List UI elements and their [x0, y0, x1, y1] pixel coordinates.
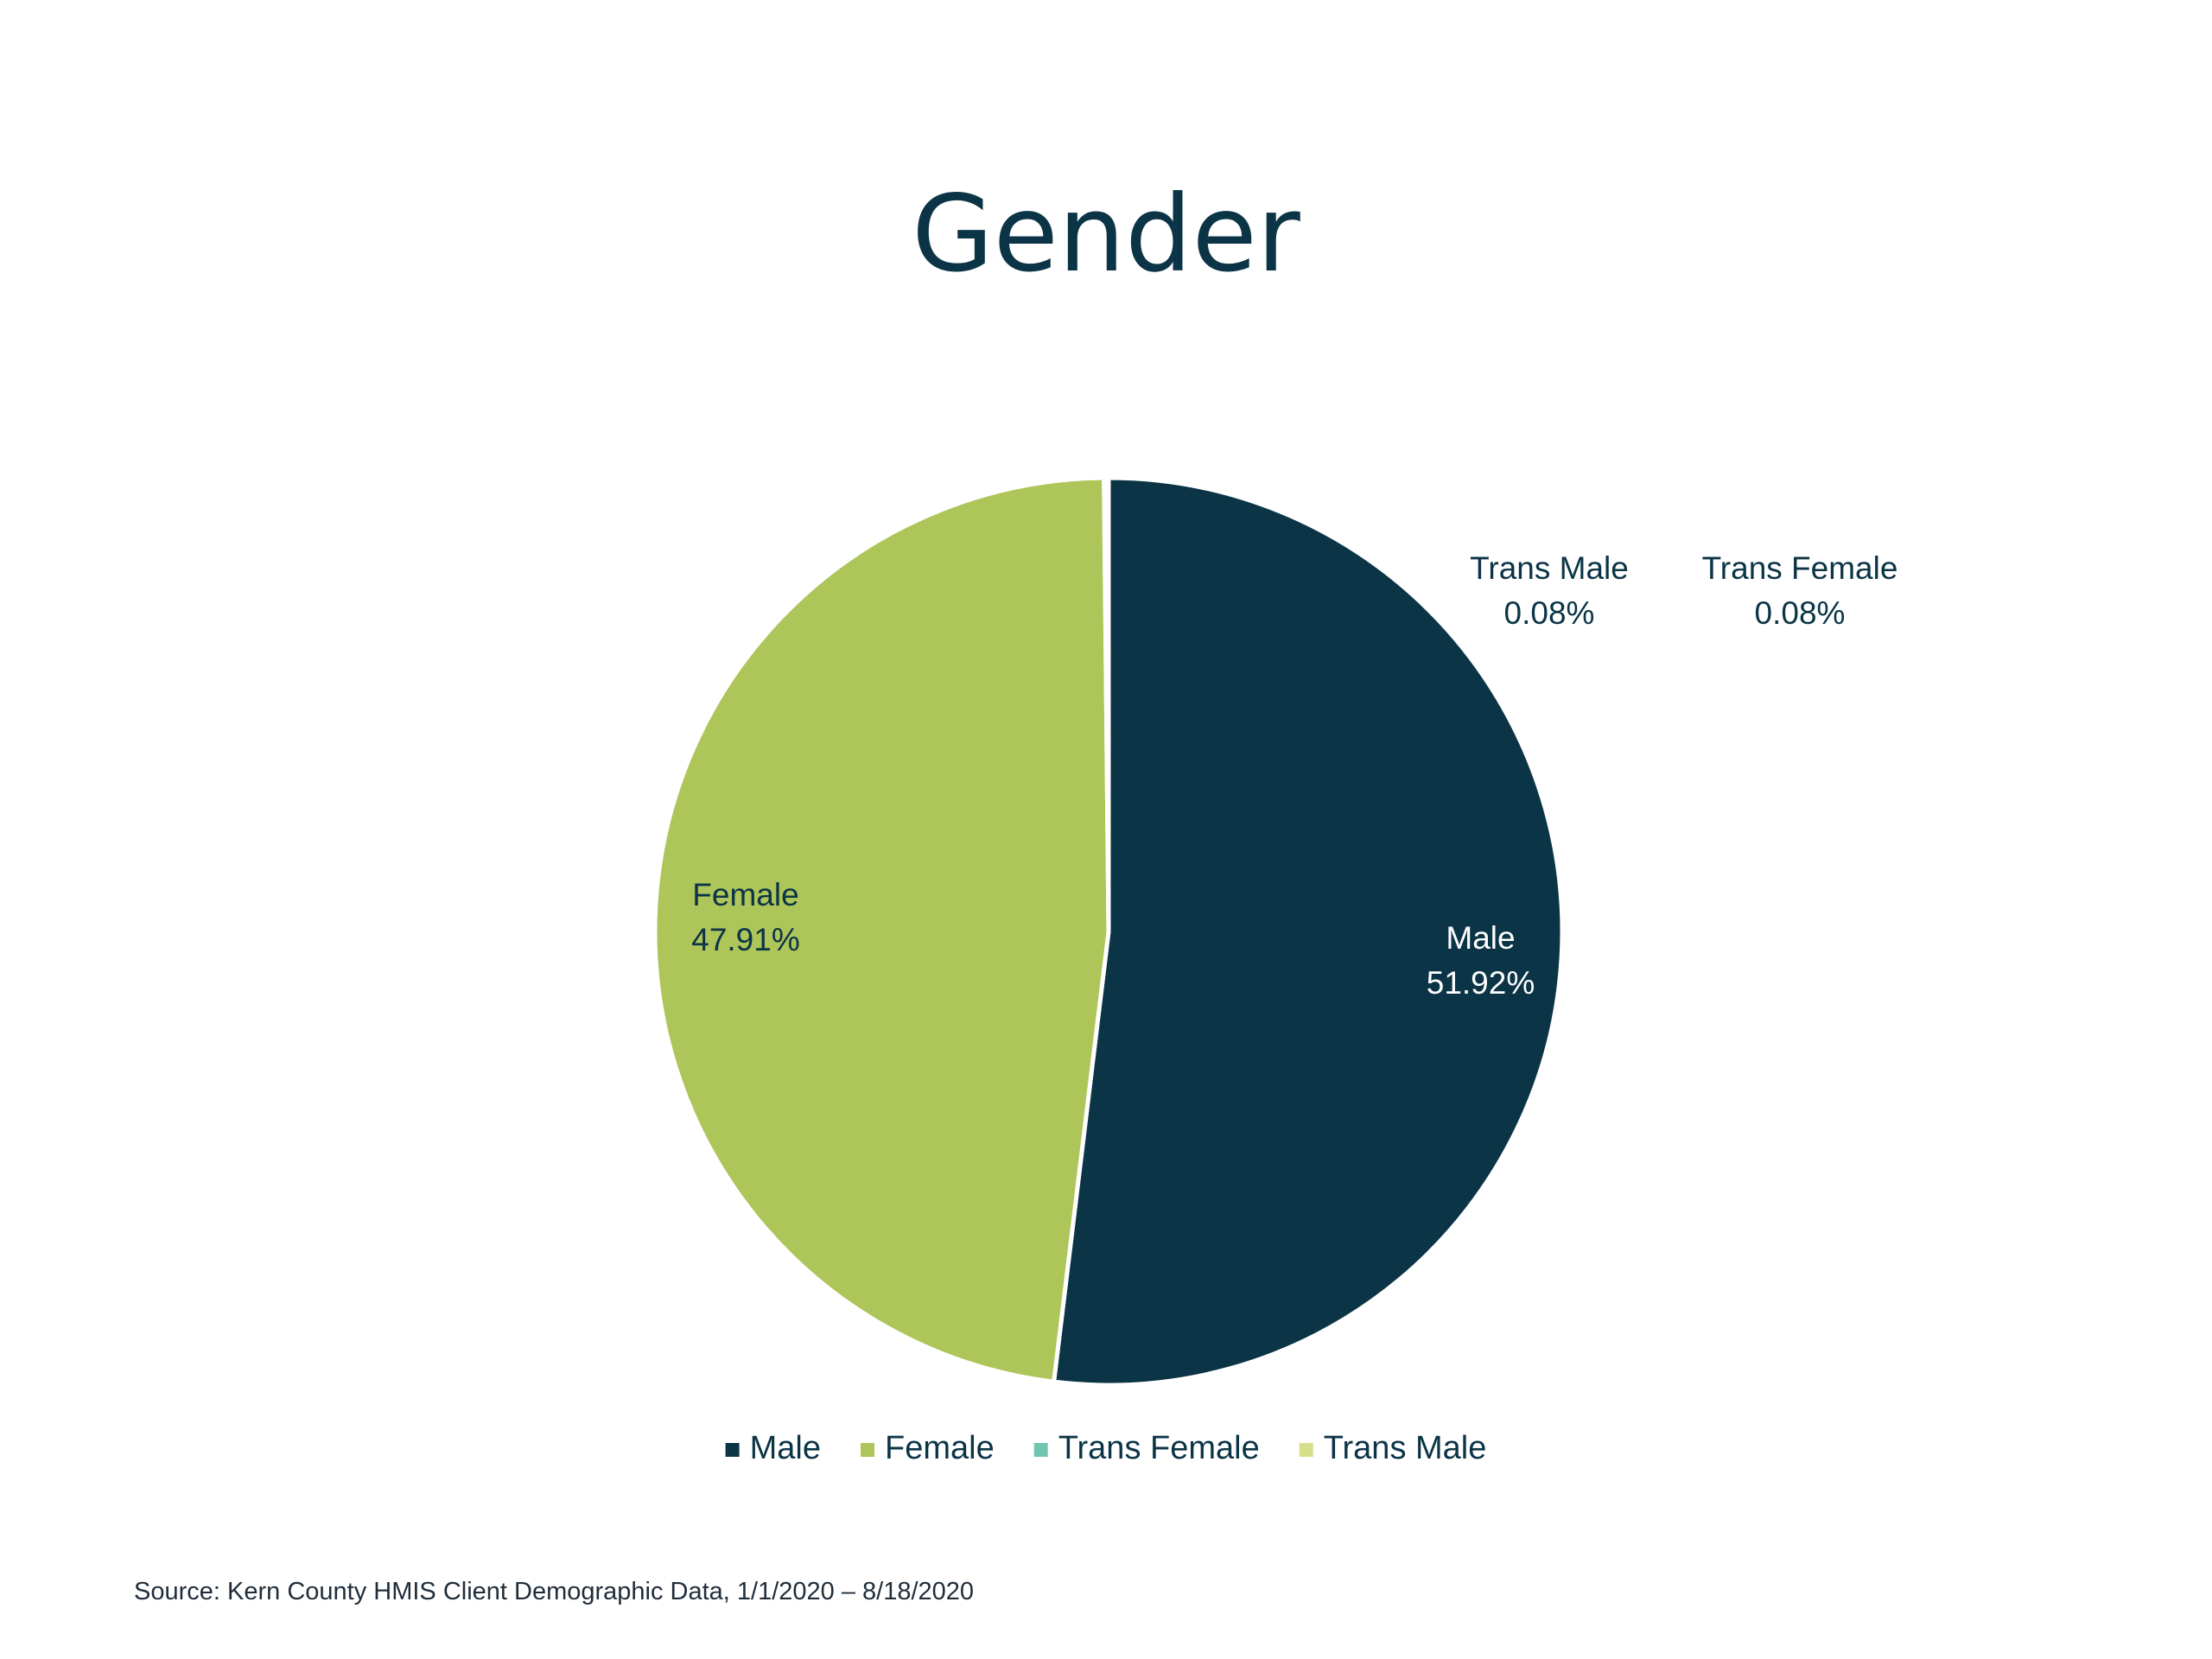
data-label-trans-female: Trans Female 0.08% — [1702, 550, 1898, 631]
source-note: Source: Kern County HMIS Client Demograp… — [134, 1578, 975, 1605]
legend-item-male: Male — [725, 1430, 821, 1466]
legend-item-female: Female — [861, 1430, 995, 1466]
pie-slices — [652, 475, 1565, 1388]
data-label-value: 51.92% — [1427, 965, 1535, 1001]
data-label-trans-male: Trans Male 0.08% — [1470, 550, 1629, 631]
data-label-category: Female — [692, 877, 798, 912]
legend-item-trans-male: Trans Male — [1299, 1430, 1487, 1466]
legend-swatch — [725, 1443, 740, 1457]
pie-slice-male — [1052, 475, 1565, 1388]
data-label-value: 47.91% — [691, 922, 800, 957]
legend-swatch — [1033, 1443, 1048, 1457]
legend-swatch — [1299, 1443, 1313, 1457]
data-label-value: 0.08% — [1755, 595, 1846, 631]
data-label-category: Trans Female — [1702, 550, 1898, 586]
data-label-category: Male — [1446, 920, 1515, 956]
pie-slice-trans-male — [1103, 475, 1111, 934]
legend-label: Male — [750, 1430, 821, 1466]
data-label-female: Female 47.91% — [691, 877, 800, 957]
chart-title: Gender — [912, 173, 1300, 296]
data-label-category: Trans Male — [1470, 550, 1629, 586]
pie-slice-female — [652, 475, 1111, 1384]
legend-label: Trans Female — [1058, 1430, 1260, 1466]
data-label-male: Male 51.92% — [1427, 920, 1535, 1001]
legend: Male Female Trans Female Trans Male — [725, 1430, 1487, 1466]
legend-label: Female — [885, 1430, 995, 1466]
legend-swatch — [861, 1443, 874, 1457]
data-label-value: 0.08% — [1504, 595, 1595, 631]
legend-item-trans-female: Trans Female — [1033, 1430, 1260, 1466]
legend-label: Trans Male — [1324, 1430, 1487, 1466]
